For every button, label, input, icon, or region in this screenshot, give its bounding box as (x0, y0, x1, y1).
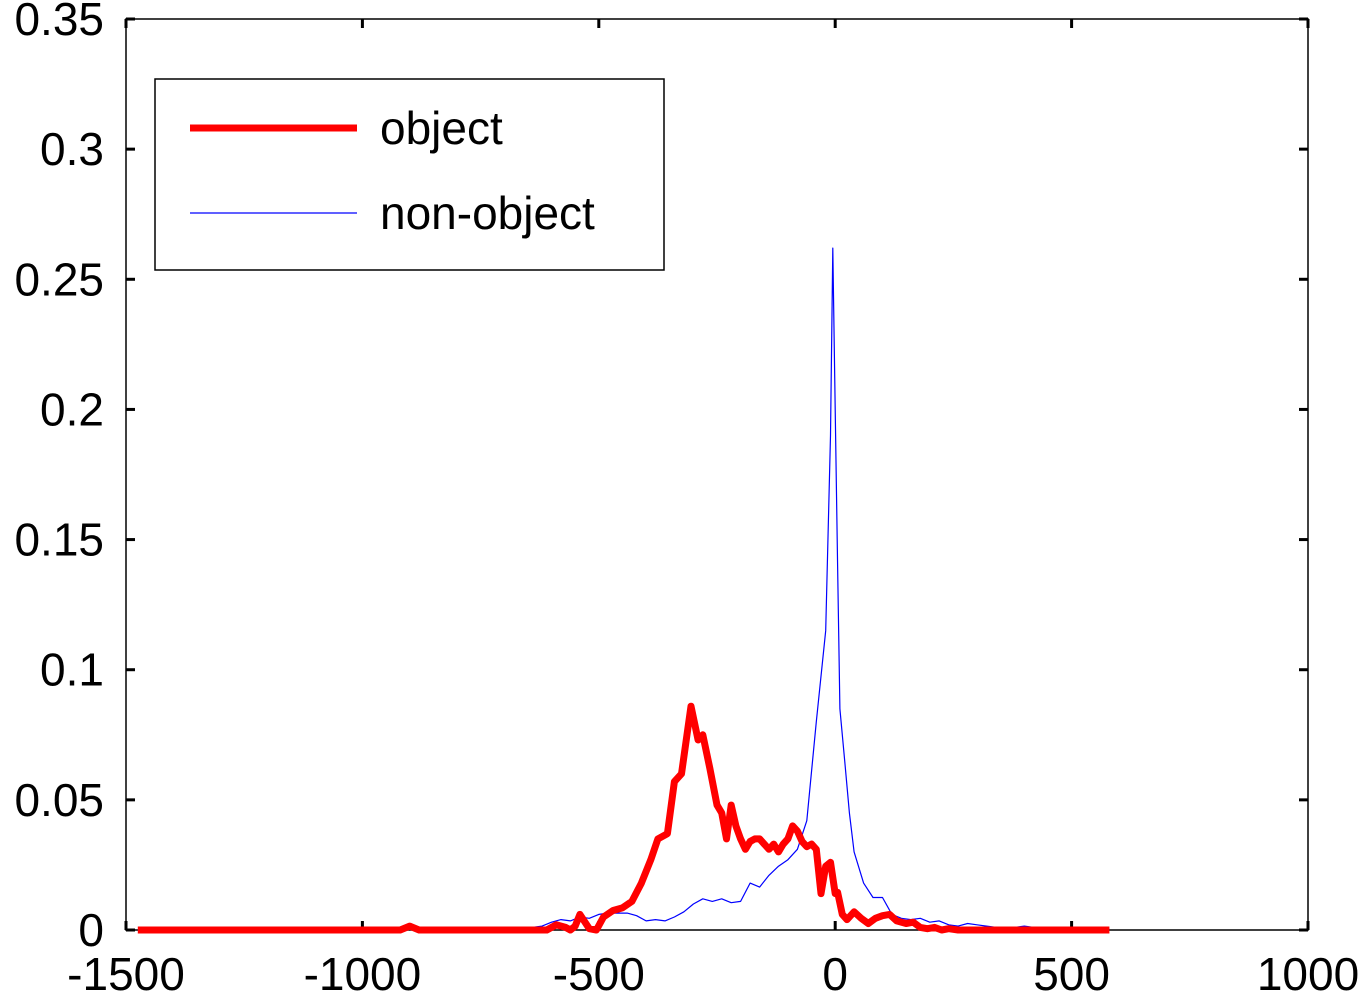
x-tick-label: 1000 (1257, 948, 1359, 1000)
y-tick-label: 0.25 (14, 253, 104, 305)
y-tick-label: 0.15 (14, 514, 104, 566)
x-tick-label: 0 (822, 948, 848, 1000)
series-lines (137, 247, 1110, 934)
y-tick-label: 0.3 (40, 123, 104, 175)
x-tick-label: -500 (553, 948, 645, 1000)
y-tick-label: 0.2 (40, 383, 104, 435)
series-line-object (137, 702, 1110, 934)
x-tick-label: 500 (1033, 948, 1110, 1000)
x-tick-label: -1500 (67, 948, 185, 1000)
plot-frame (125, 18, 1309, 931)
y-tick-labels: 0 0.05 0.1 0.15 0.2 0.25 0.3 0.35 (14, 0, 104, 956)
legend: object non-object (154, 78, 665, 271)
legend-label-object: object (380, 102, 503, 154)
y-tick-label: 0.35 (14, 0, 104, 45)
y-tick-label: 0.1 (40, 644, 104, 696)
legend-label-non-object: non-object (380, 187, 595, 239)
y-tick-label: 0.05 (14, 774, 104, 826)
legend-box (154, 78, 665, 271)
x-tick-labels: -1500 -1000 -500 0 500 1000 (67, 948, 1359, 1000)
y-tick-label: 0 (78, 904, 104, 956)
x-tick-label: -1000 (304, 948, 422, 1000)
